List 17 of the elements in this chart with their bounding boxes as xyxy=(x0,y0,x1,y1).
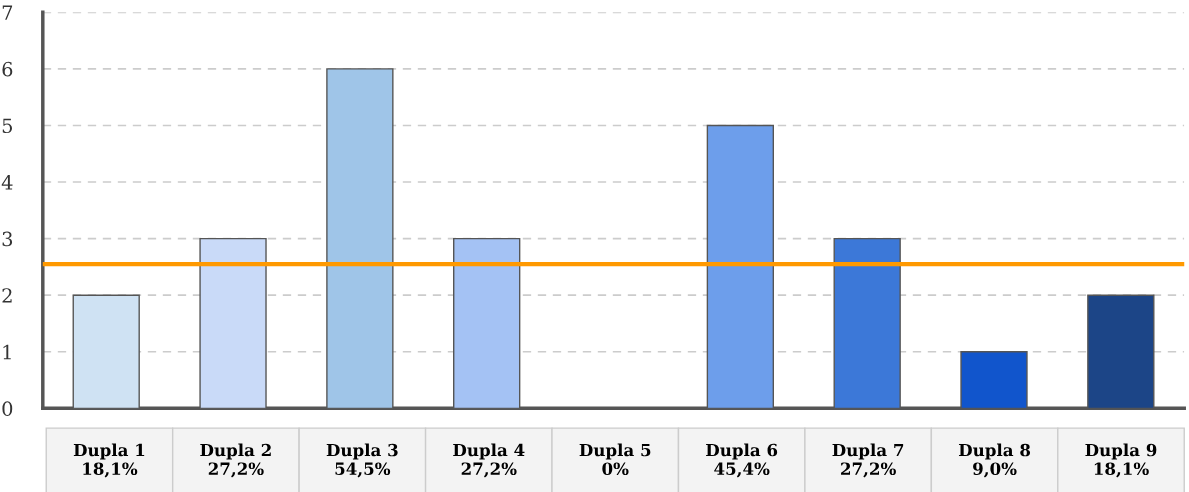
x-tick-label: Dupla 5 0% xyxy=(579,443,651,476)
y-tick-label: 7 xyxy=(2,5,13,20)
y-tick-label: 4 xyxy=(1,175,13,190)
x-tick-label: Dupla 2 27,2% xyxy=(200,443,271,478)
x-tick-label: Dupla 4 27,2% xyxy=(453,443,525,478)
y-tick-label: 3 xyxy=(2,231,13,247)
x-tick-label: Dupla 7 27,2% xyxy=(832,443,904,478)
y-tick-label: 0 xyxy=(2,401,13,417)
y-tick-label: 1 xyxy=(3,344,11,360)
y-tick-label: 6 xyxy=(2,61,13,77)
y-tick-label: 5 xyxy=(2,118,13,134)
x-tick-label: Dupla 3 54,5% xyxy=(326,443,398,478)
y-tick-label: 2 xyxy=(2,288,12,303)
x-tick-label: Dupla 9 18,1% xyxy=(1085,443,1157,478)
x-tick-label: Dupla 6 45,4% xyxy=(706,443,778,478)
x-tick-label: Dupla 8 9,0% xyxy=(958,443,1031,478)
x-tick-label: Dupla 1 18,1% xyxy=(73,443,145,478)
